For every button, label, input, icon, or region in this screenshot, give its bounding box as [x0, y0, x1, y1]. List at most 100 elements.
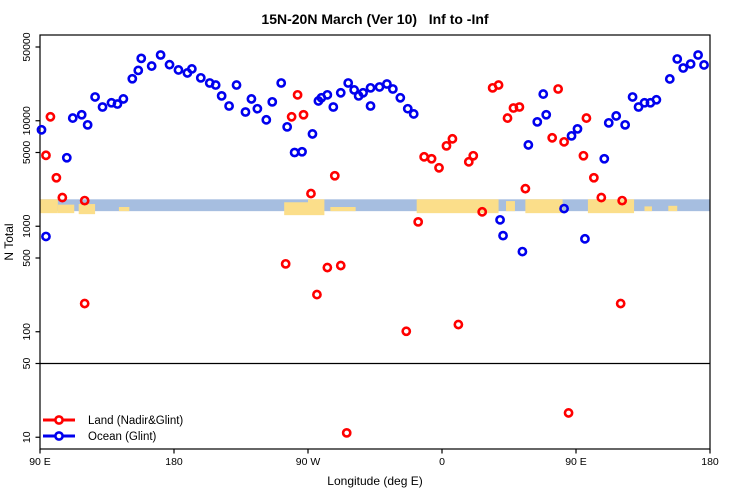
data-point-ocean: [36, 124, 47, 135]
y-tick-label: 50: [21, 358, 33, 370]
data-point-ocean: [672, 54, 683, 64]
data-point-land: [596, 192, 607, 203]
legend-item-land: Land (Nadir&Glint): [43, 415, 183, 427]
data-point-land: [553, 84, 564, 94]
y-tick-label: 50000: [21, 32, 33, 61]
data-point-ocean: [532, 117, 543, 127]
data-point-land: [79, 195, 90, 206]
data-point-ocean: [195, 72, 206, 83]
legend-label-ocean: Ocean (Glint): [88, 431, 157, 443]
land-patch: [308, 199, 325, 216]
data-point-ocean: [210, 80, 221, 90]
legend-label-land: Land (Nadir&Glint): [88, 415, 183, 427]
data-point-land: [463, 156, 474, 167]
data-point-ocean: [559, 203, 569, 214]
land-patch: [40, 199, 58, 214]
land-patch: [506, 201, 515, 212]
data-point-ocean: [112, 99, 123, 109]
data-point-land: [401, 326, 412, 337]
data-point-ocean: [699, 60, 709, 70]
y-tick-label: 5000: [21, 141, 33, 165]
data-point-land: [615, 298, 626, 309]
y-tick-label: 500: [21, 249, 33, 267]
data-point-ocean: [61, 152, 72, 163]
data-point-ocean: [627, 92, 638, 102]
data-point-land: [453, 319, 464, 330]
land-patch: [668, 205, 678, 212]
data-point-land: [335, 260, 346, 271]
data-point-land: [292, 89, 303, 100]
data-point-ocean: [349, 85, 360, 95]
data-point-land: [563, 408, 574, 418]
data-point-land: [57, 192, 68, 203]
data-point-ocean: [387, 84, 398, 94]
data-point-land: [581, 113, 592, 123]
data-point-ocean: [146, 61, 157, 71]
data-point-ocean: [603, 117, 614, 128]
data-point-land: [306, 188, 316, 199]
land-patch: [587, 199, 635, 214]
data-point-ocean: [276, 78, 287, 88]
data-point-land: [441, 140, 452, 151]
data-point-ocean: [289, 147, 300, 158]
y-tick-label: 1000: [21, 214, 33, 238]
data-point-land: [51, 172, 62, 183]
data-point-land: [419, 151, 430, 162]
data-point-land: [514, 102, 525, 112]
data-point-ocean: [186, 64, 197, 74]
data-point-ocean: [97, 102, 108, 112]
x-tick-label: 90 W: [296, 456, 321, 468]
data-point-ocean: [224, 101, 234, 111]
data-point-ocean: [252, 103, 263, 114]
ocean-band: [40, 199, 710, 212]
data-point-land: [322, 262, 333, 273]
x-tick-label: 90 E: [565, 456, 587, 468]
data-point-ocean: [216, 90, 227, 101]
data-point-land: [426, 153, 437, 164]
data-point-ocean: [133, 65, 144, 76]
data-point-land: [434, 162, 444, 173]
data-point-ocean: [651, 94, 662, 105]
chart-title: 15N-20N March (Ver 10) Inf to -Inf: [261, 11, 488, 27]
data-point-land: [413, 216, 424, 227]
data-point-land: [79, 298, 90, 309]
data-point-land: [520, 183, 531, 194]
data-points-layer: [36, 50, 709, 438]
data-point-ocean: [402, 103, 413, 114]
legend-item-ocean: Ocean (Glint): [43, 431, 157, 443]
data-point-ocean: [261, 114, 272, 125]
land-patch: [57, 204, 75, 214]
land-patch: [78, 204, 96, 215]
legend-marker-land: [54, 415, 64, 425]
legend-marker-ocean: [54, 431, 64, 441]
data-point-ocean: [566, 130, 577, 141]
data-point-land: [286, 111, 297, 122]
data-point-land: [298, 109, 309, 120]
data-point-land: [468, 150, 479, 161]
land-patch: [284, 202, 308, 216]
data-point-ocean: [41, 231, 51, 242]
data-point-ocean: [541, 109, 552, 120]
data-point-ocean: [693, 50, 703, 60]
data-point-ocean: [343, 78, 354, 88]
land-patch: [330, 207, 356, 212]
data-point-ocean: [155, 50, 166, 60]
data-point-land: [312, 289, 322, 300]
data-point-ocean: [118, 94, 129, 104]
data-point-ocean: [297, 146, 307, 157]
data-point-land: [617, 195, 628, 206]
legend: Land (Nadir&Glint) Ocean (Glint): [43, 415, 183, 443]
data-point-land: [447, 133, 458, 144]
data-point-ocean: [231, 80, 242, 90]
data-point-ocean: [678, 63, 689, 73]
data-point-land: [547, 132, 558, 143]
data-point-land: [493, 80, 504, 90]
data-point-ocean: [282, 121, 293, 132]
data-point-ocean: [164, 59, 175, 70]
data-point-ocean: [307, 129, 318, 139]
data-point-ocean: [365, 82, 376, 93]
data-point-ocean: [374, 82, 385, 92]
data-point-ocean: [395, 92, 406, 103]
data-point-land: [41, 150, 51, 161]
